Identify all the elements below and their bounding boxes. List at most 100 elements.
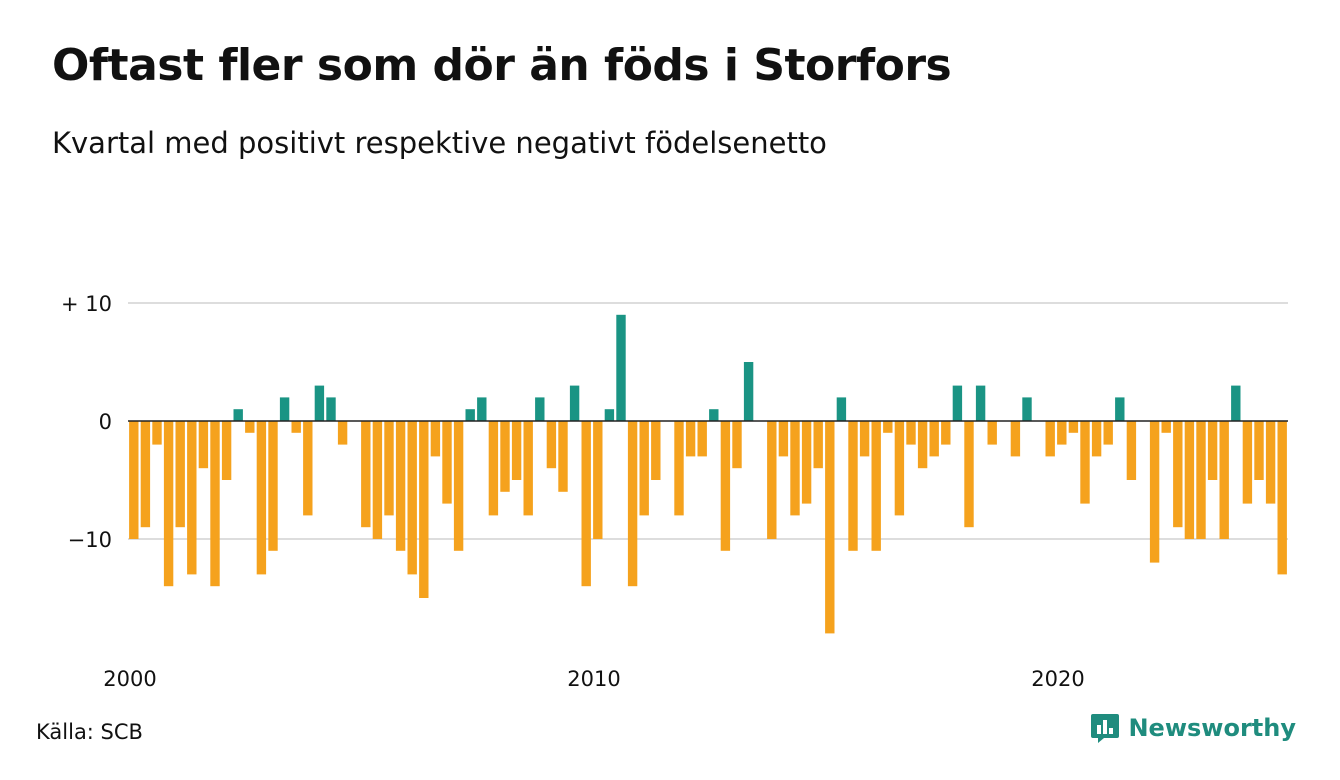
bar [1173,421,1183,528]
bar [221,421,232,480]
bar [268,421,278,551]
bar [894,421,905,516]
bar [198,421,209,469]
bar [871,421,881,551]
bar [975,385,986,421]
bar [210,421,220,587]
bar [697,421,707,457]
bar [163,421,174,587]
bar [175,421,185,528]
bar [488,421,499,516]
bar [1277,421,1287,575]
source-note: Källa: SCB [36,720,143,744]
bar [720,421,731,551]
bar [546,421,557,469]
bar [581,421,591,587]
bar [825,421,835,634]
bar [767,421,777,539]
bar [1265,421,1276,504]
bar [395,421,406,551]
bar [384,421,394,516]
brand-logo: Newsworthy [1090,712,1296,744]
bar [732,421,742,469]
bar [1080,421,1090,504]
bar [906,421,916,445]
bar [129,421,139,539]
bar [836,397,847,421]
bar [604,409,615,421]
bar [558,421,568,492]
bar [187,421,197,575]
bar [465,409,475,421]
x-tick-label: 2020 [1031,667,1084,691]
bar [639,421,649,516]
bar [1207,421,1218,480]
bar [593,421,603,539]
bar [1068,421,1079,433]
bar [1103,421,1113,445]
bar [778,421,789,457]
bar [233,409,243,421]
bar [1057,421,1067,445]
y-tick-label: 0 [99,410,112,434]
bar [256,421,267,575]
bar [952,385,963,421]
newsworthy-logo-icon [1091,714,1120,743]
bar [987,421,997,445]
bar [453,421,464,551]
bar [1219,421,1229,539]
bar [430,421,441,457]
bar [1045,421,1055,457]
chart-title: Oftast fler som dör än föds i Storfors [52,40,952,91]
bar [361,421,371,528]
bar [1115,397,1125,421]
bar [477,397,487,421]
bar [941,421,951,445]
bar [964,421,974,528]
x-tick-label: 2010 [567,667,620,691]
bar [674,421,684,516]
chart-subtitle: Kvartal med positivt respektive negativt… [52,126,827,160]
bar [929,421,939,457]
bar [1196,421,1206,539]
y-tick-label: + 10 [61,292,112,316]
bar [813,421,823,469]
bar [685,421,696,457]
bar [511,421,522,480]
bar [419,421,429,598]
bar [1149,421,1160,563]
bar [372,421,383,539]
bar [407,421,417,575]
bar [152,421,162,445]
bar [1022,397,1032,421]
bar [303,421,313,516]
x-tick-label: 2000 [103,667,156,691]
bar [1161,421,1171,433]
bar [535,397,545,421]
bar [291,421,301,433]
bar [140,421,151,528]
bar [326,397,336,421]
bar [442,421,452,504]
bar [848,421,858,551]
bar [790,421,800,516]
bar [1242,421,1253,504]
bar [314,385,325,421]
bar [1254,421,1264,480]
bar [337,421,348,445]
bar [709,409,719,421]
bar [1010,421,1021,457]
bar [1091,421,1102,457]
bar [1126,421,1137,480]
bar [743,362,754,421]
bar [569,385,580,421]
bar [279,397,290,421]
bar [1184,421,1195,539]
bar [917,421,928,469]
bar [859,421,870,457]
brand-name: Newsworthy [1128,714,1296,742]
bar [651,421,661,480]
bar [523,421,533,516]
bar [883,421,893,433]
bar [616,314,626,421]
